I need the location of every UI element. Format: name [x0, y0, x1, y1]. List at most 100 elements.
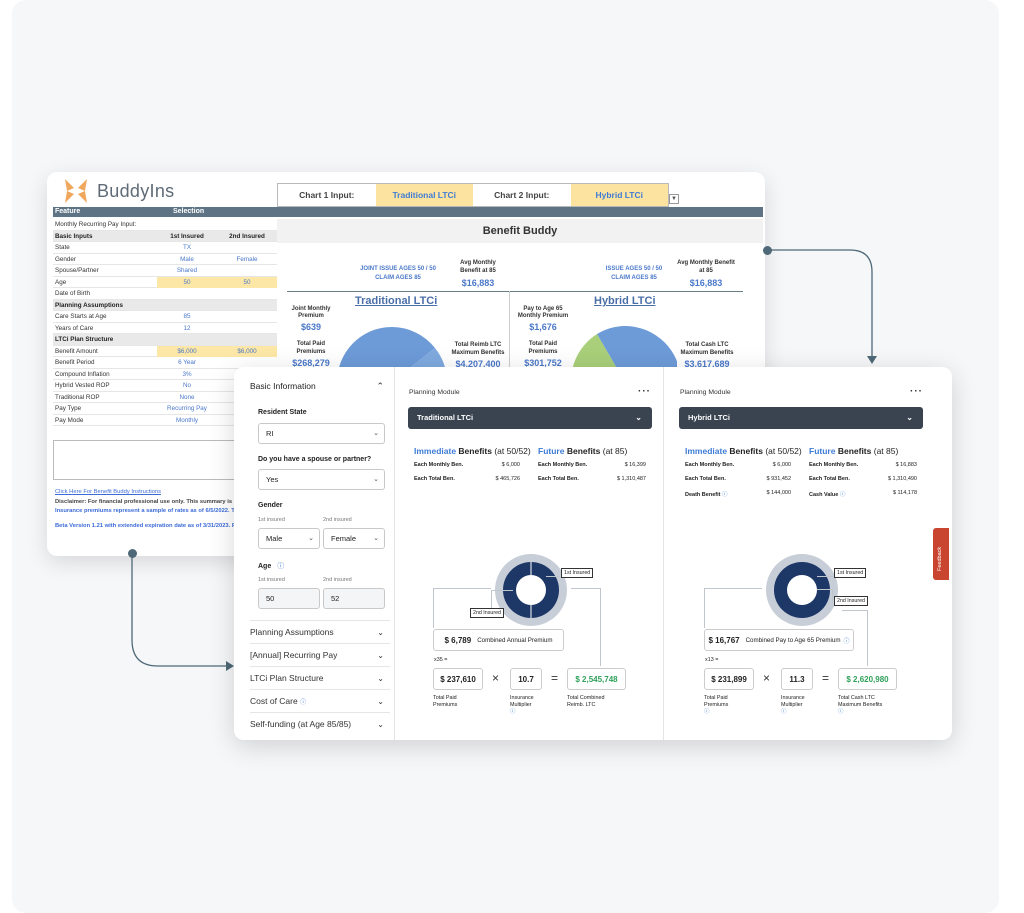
row-value-first[interactable]: No [182, 382, 192, 389]
row-value-second[interactable]: $6,000 [217, 345, 277, 357]
table-section-row: LTCi Plan Structure [53, 334, 277, 346]
first-insured-tag: 1st Insured [834, 568, 867, 578]
basic-information-header[interactable]: Basic Information ⌃ [250, 376, 390, 396]
accordion-cost-of-care[interactable]: Cost of Care ⓘ ⌄ [250, 689, 390, 712]
donut-hole [787, 575, 817, 605]
row-value-second: 2nd Insured [229, 232, 265, 240]
row-value-first[interactable]: Recurring Pay [167, 405, 207, 412]
table-row: Care Starts at Age 85 [53, 311, 277, 323]
hybrid-donut-chart [766, 554, 838, 626]
age-second-input[interactable]: 52 [323, 588, 385, 609]
imm-row-value: $ 931,452 [766, 476, 791, 482]
imm-row-label: Each Monthly Ben. [685, 462, 735, 468]
right-chart-title: Hybrid LTCi [594, 295, 656, 307]
info-icon[interactable]: ⓘ [781, 709, 787, 715]
table-row: Pay Mode Monthly [53, 415, 277, 426]
total-reimb-box: $ 2,545,748 [567, 668, 626, 690]
donut-hole [516, 575, 546, 605]
more-options-icon[interactable]: ··· [910, 386, 923, 397]
chart1-select[interactable]: Traditional LTCi [375, 184, 473, 206]
info-icon[interactable]: ⓘ [721, 492, 728, 498]
info-icon[interactable]: ⓘ [704, 709, 710, 715]
accordion-ltci-plan-structure[interactable]: LTCi Plan Structure ⌄ [250, 666, 390, 689]
left-avg-value: $16,883 [461, 278, 495, 288]
row-value-first[interactable]: 85 [183, 313, 191, 320]
feedback-tab[interactable]: Feedback [933, 528, 949, 580]
row-value-second[interactable]: 50 [217, 276, 277, 288]
row-value-first[interactable]: 50 [157, 276, 217, 288]
immediate-benefits-heading: Immediate Benefits (at 50/52) [685, 446, 802, 456]
row-value-first: 1st Insured [170, 232, 204, 240]
info-icon[interactable]: ⓘ [839, 492, 846, 498]
row-label: Pay Type [55, 405, 82, 412]
right-paid-label1: Total Paid [528, 341, 558, 347]
left-prem-label2: Premium [298, 313, 324, 319]
info-icon[interactable]: ⓘ [277, 563, 285, 570]
table-row: Traditional ROP None [53, 392, 277, 403]
table-row: Spouse/Partner Shared [53, 265, 277, 277]
info-icon[interactable]: ⓘ [300, 700, 307, 706]
row-value-first[interactable]: $6,000 [157, 345, 217, 357]
spouse-question-label: Do you have a spouse or partner? [258, 456, 372, 463]
row-value-first[interactable]: None [179, 393, 195, 401]
right-cash-value: $3,617,689 [684, 359, 730, 369]
resident-state-select[interactable]: RI ⌄ [258, 423, 385, 444]
row-label: Basic Inputs [55, 232, 93, 240]
gender-first-select[interactable]: Male ⌄ [258, 528, 320, 549]
info-icon[interactable]: ⓘ [843, 638, 850, 645]
annual-premium-value: $ 16,767 [708, 635, 740, 645]
row-label: Planning Assumptions [55, 301, 123, 309]
future-benefits-heading: Future Benefits (at 85) [538, 446, 628, 456]
row-label: Age [55, 278, 67, 286]
accordion-label: Cost of Care [250, 696, 298, 706]
age-first-input[interactable]: 50 [258, 588, 320, 609]
module-title: Planning Module [680, 389, 731, 396]
fut-row-value: $ 1,310,490 [887, 476, 917, 482]
right-issue-ages: ISSUE AGES 50 / 50 [605, 266, 663, 272]
row-value-first[interactable]: TX [182, 244, 192, 251]
accordion-label: [Annual] Recurring Pay [250, 650, 338, 660]
more-options-icon[interactable]: ··· [638, 386, 651, 397]
imm-row-label: Each Monthly Ben. [414, 462, 464, 468]
chart-inputs-row: Chart 1 Input: Traditional LTCi Chart 2 … [277, 183, 669, 207]
accordion-label: LTCi Plan Structure [250, 673, 324, 683]
connector-dot-bottom [128, 549, 137, 558]
accordion-self-funding[interactable]: Self-funding (at Age 85/85) ⌄ [250, 712, 390, 735]
accordion-recurring-pay[interactable]: [Annual] Recurring Pay ⌄ [250, 643, 390, 666]
chart2-label: Chart 2 Input: [494, 190, 550, 200]
row-value-first[interactable]: 3% [182, 370, 192, 378]
cap-total-cash: Total Cash LTC Maximum Benefits ⓘ [838, 695, 883, 715]
connector-dot-top [763, 246, 772, 255]
right-cash-label1: Total Cash LTC [685, 342, 729, 348]
accordion-planning-assumptions[interactable]: Planning Assumptions ⌄ [250, 620, 390, 643]
table-row: Benefit Period 6 Year [53, 357, 277, 369]
row-value-first[interactable]: 6 Year [178, 359, 196, 366]
info-icon[interactable]: ⓘ [510, 709, 516, 715]
cap-multiplier: Insurance Multiplier ⓘ [510, 695, 534, 715]
table-row: Hybrid Vested ROP No [53, 380, 277, 392]
annual-premium-label: Combined Annual Premium [477, 636, 553, 644]
gender-second-select[interactable]: Female ⌄ [323, 528, 385, 549]
row-value-second[interactable]: Female [236, 255, 258, 263]
chevron-down-icon: ⌄ [373, 535, 379, 542]
chart2-select[interactable]: Hybrid LTCi [570, 184, 668, 206]
chevron-down-icon: ⌄ [377, 719, 384, 729]
row-value-first[interactable]: Male [180, 255, 194, 263]
connector-line [433, 588, 491, 628]
instructions-link[interactable]: Click Here For Benefit Buddy Instruction… [55, 489, 161, 495]
spouse-select[interactable]: Yes ⌄ [258, 469, 385, 490]
row-value-first[interactable]: 12 [183, 324, 191, 332]
imm-row-value: $ 6,000 [772, 462, 791, 468]
plan-select-traditional[interactable]: Traditional LTCi ⌄ [408, 407, 652, 429]
row-value-first[interactable]: Monthly [175, 416, 199, 424]
row-value-first[interactable]: Shared [176, 267, 198, 274]
plan-select-hybrid[interactable]: Hybrid LTCi ⌄ [679, 407, 923, 429]
table-row: Gender Male Female [53, 254, 277, 265]
cap-multiplier: Insurance Multiplier ⓘ [781, 695, 805, 715]
info-icon[interactable]: ⓘ [838, 709, 844, 715]
connector-line [817, 576, 833, 577]
multiplier-box: 10.7 [510, 668, 542, 690]
accordion-label: Planning Assumptions [250, 627, 334, 637]
dropdown-arrow-icon[interactable]: ▼ [669, 194, 679, 204]
right-claim-ages: CLAIM AGES 85 [611, 275, 657, 281]
